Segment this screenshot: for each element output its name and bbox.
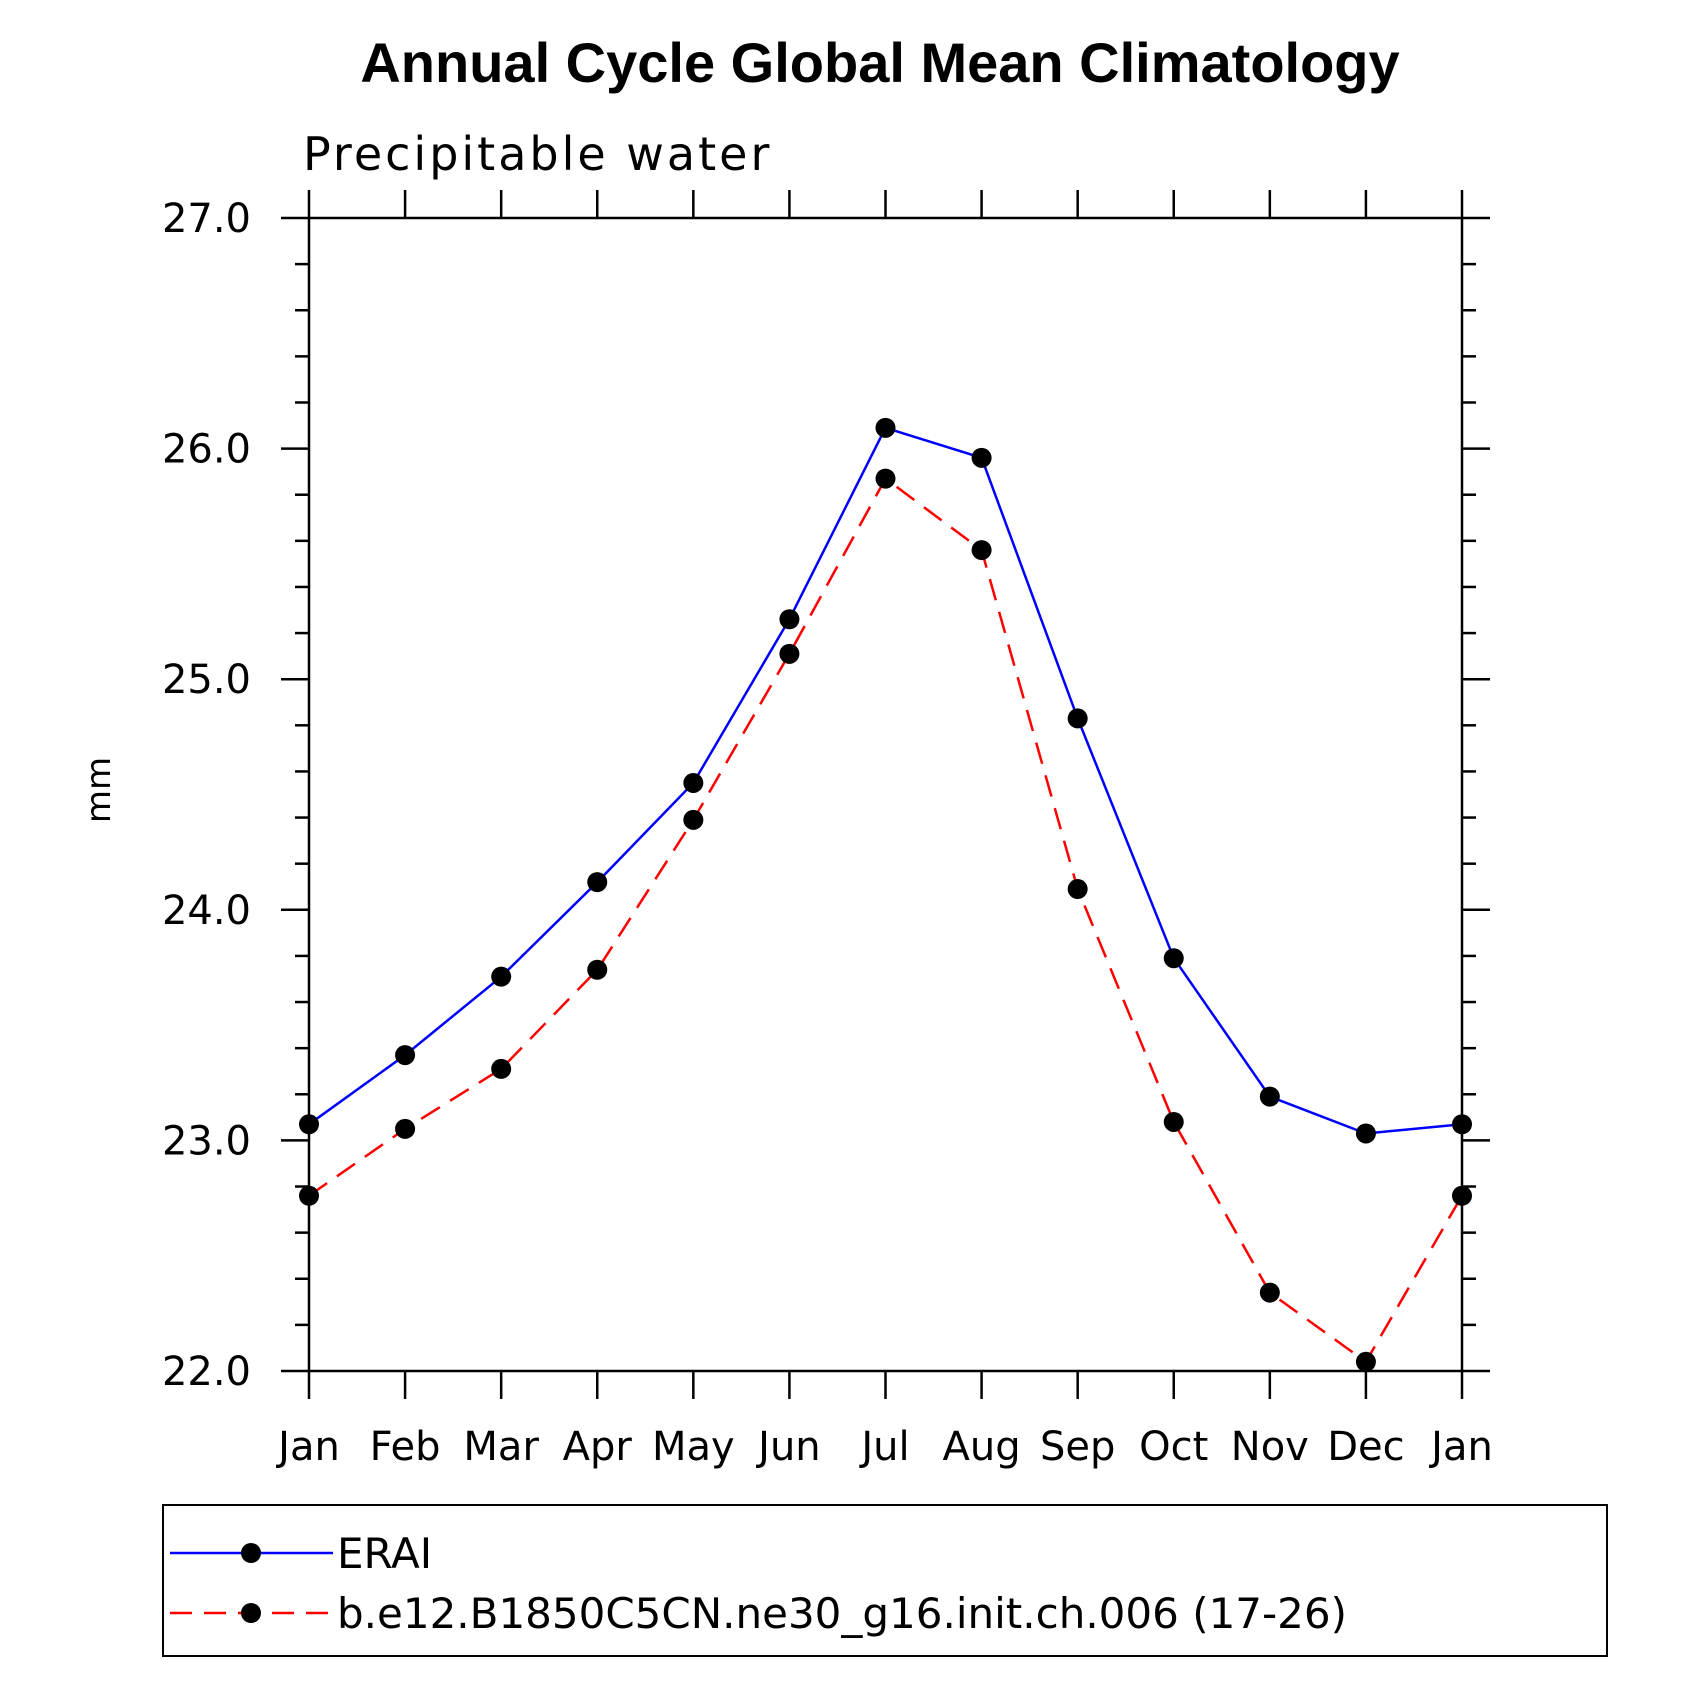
series-line-0 bbox=[308, 426, 1463, 1135]
series-1-point bbox=[971, 540, 992, 561]
series-0-point bbox=[1452, 1114, 1472, 1135]
legend-box bbox=[162, 1504, 1608, 1657]
series-1-point bbox=[1452, 1185, 1472, 1206]
series-line-1 bbox=[308, 476, 1464, 1364]
y-tick-label: 26.0 bbox=[162, 427, 251, 473]
chart-title: Annual Cycle Global Mean Climatology bbox=[360, 31, 1399, 94]
x-tick-label: Feb bbox=[370, 1424, 441, 1470]
x-tick-label: Jul bbox=[858, 1424, 909, 1470]
y-axis-label: mm bbox=[79, 757, 119, 823]
chart-subtitle: Precipitable water bbox=[303, 127, 772, 181]
series-1-point bbox=[779, 643, 800, 664]
series-0-point bbox=[1067, 708, 1088, 729]
x-tick-label: May bbox=[652, 1424, 735, 1470]
legend: ERAI b.e12.B1850C5CN.ne30_g16.init.ch.006… bbox=[170, 1529, 1347, 1638]
plot-frame bbox=[307, 216, 1464, 1373]
series-0-point bbox=[779, 609, 800, 630]
series-1-point bbox=[1259, 1282, 1280, 1303]
y-tick-label: 23.0 bbox=[162, 1118, 251, 1164]
series-0-point bbox=[875, 417, 896, 438]
legend-label-1: b.e12.B1850C5CN.ne30_g16.init.ch.006 (17… bbox=[337, 1589, 1347, 1638]
series-1-point bbox=[299, 1185, 319, 1206]
series-1-point bbox=[875, 468, 896, 489]
x-tick-label: Aug bbox=[943, 1424, 1021, 1470]
y-tick-label: 22.0 bbox=[162, 1349, 251, 1395]
x-tick-label: Nov bbox=[1231, 1424, 1309, 1470]
series-markers bbox=[299, 417, 1472, 1372]
series-1-point bbox=[1067, 879, 1088, 900]
x-tick-label: Apr bbox=[563, 1424, 633, 1470]
series-0-point bbox=[683, 772, 704, 793]
axis-ticks bbox=[281, 190, 1490, 1399]
series-1-point bbox=[683, 809, 704, 830]
legend-label-0: ERAI bbox=[337, 1529, 432, 1578]
series-1-point bbox=[587, 959, 608, 980]
series-0-point bbox=[491, 966, 512, 987]
y-tick-label: 25.0 bbox=[162, 657, 251, 703]
x-tick-label: Sep bbox=[1040, 1424, 1115, 1470]
series-1-point bbox=[395, 1118, 416, 1139]
series-0-point bbox=[971, 447, 992, 468]
x-tick-label: Jun bbox=[755, 1424, 821, 1470]
x-tick-label: Dec bbox=[1327, 1424, 1404, 1470]
x-tick-label: Oct bbox=[1139, 1424, 1208, 1470]
series-0-point bbox=[299, 1114, 319, 1135]
y-tick-labels: 22.0 23.0 24.0 25.0 26.0 27.0 bbox=[162, 196, 251, 1395]
series-0-point bbox=[1259, 1086, 1280, 1107]
series-lines bbox=[308, 426, 1464, 1364]
series-0-point bbox=[1355, 1123, 1376, 1144]
series-1-point bbox=[491, 1058, 512, 1079]
series-0-point bbox=[587, 872, 608, 893]
x-tick-label: Mar bbox=[463, 1424, 539, 1470]
y-tick-label: 24.0 bbox=[162, 888, 251, 934]
y-tick-label: 27.0 bbox=[162, 196, 251, 242]
series-0-point bbox=[395, 1045, 416, 1066]
x-tick-labels: Jan Feb Mar Apr May Jun Jul Aug Sep Oct Nov Dec Jan bbox=[275, 1424, 1493, 1470]
series-1-point bbox=[1355, 1351, 1376, 1372]
legend-marker-0 bbox=[241, 1543, 261, 1563]
x-tick-label: Jan bbox=[1428, 1424, 1493, 1470]
legend-marker-1 bbox=[241, 1603, 261, 1623]
series-1-point bbox=[1163, 1111, 1184, 1132]
x-tick-label: Jan bbox=[275, 1424, 340, 1470]
series-0-point bbox=[1163, 948, 1184, 969]
